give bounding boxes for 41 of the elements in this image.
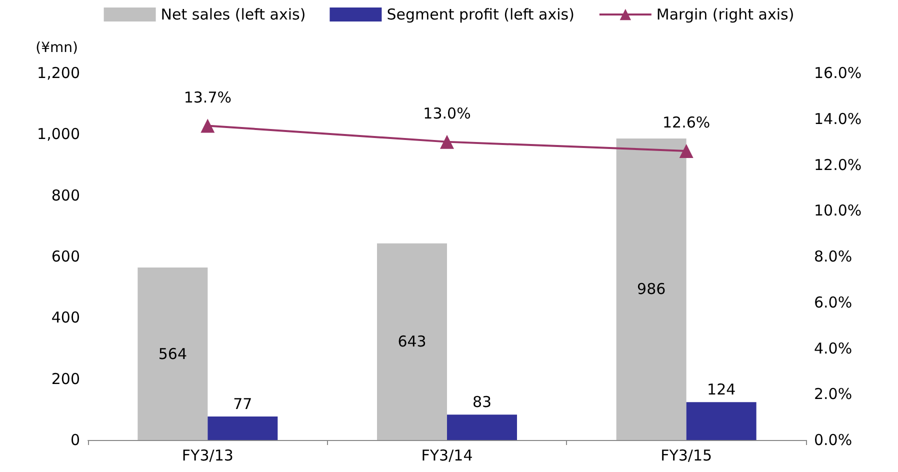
bar <box>686 402 756 440</box>
y-tick-label: 400 <box>51 308 80 327</box>
data-label: 12.6% <box>662 113 710 132</box>
y2-tick-label: 12.0% <box>814 156 862 174</box>
point <box>200 118 215 133</box>
y-axis-title: (¥mn) <box>36 40 78 56</box>
y2-tick-label: 10.0% <box>814 202 862 220</box>
y-tick-label: 800 <box>51 186 80 204</box>
y2-tick-label: 6.0% <box>814 293 852 312</box>
y2-tick-label: 4.0% <box>814 339 852 358</box>
data-label: 83 <box>472 393 492 412</box>
bar <box>447 414 517 440</box>
bar <box>616 138 686 440</box>
point <box>440 134 454 149</box>
y2-tick-label: 14.0% <box>814 110 862 128</box>
y2-tick-label: 16.0% <box>814 64 862 82</box>
bar <box>138 268 208 440</box>
legend-label: Segment profit (left axis) <box>386 6 574 24</box>
data-label: 124 <box>707 380 736 399</box>
point <box>679 144 694 158</box>
data-label: 986 <box>637 280 666 298</box>
y-tick-label: 1,200 <box>37 64 80 82</box>
bar <box>208 416 278 440</box>
x-tick-label: FY3/15 <box>660 446 712 464</box>
data-label: 13.7% <box>184 88 232 106</box>
data-label: 77 <box>233 394 252 413</box>
data-label: 643 <box>398 332 426 351</box>
y-tick-label: 600 <box>51 248 80 266</box>
data-label: 13.0% <box>423 104 471 122</box>
y-tick-label: 1,000 <box>37 125 80 144</box>
y-tick-label: 200 <box>51 370 80 388</box>
data-label: 564 <box>158 344 187 363</box>
legend-label: Net sales (left axis) <box>160 6 306 24</box>
bar <box>377 243 447 440</box>
x-tick-label: FY3/13 <box>182 446 234 464</box>
x-tick-label: FY3/14 <box>421 446 473 464</box>
legend-label: Margin (right axis) <box>656 6 794 24</box>
y2-tick-label: 2.0% <box>814 385 852 404</box>
y-tick-label: 0 <box>70 431 80 449</box>
y2-tick-label: 0.0% <box>814 431 852 449</box>
y2-tick-label: 8.0% <box>814 248 852 266</box>
